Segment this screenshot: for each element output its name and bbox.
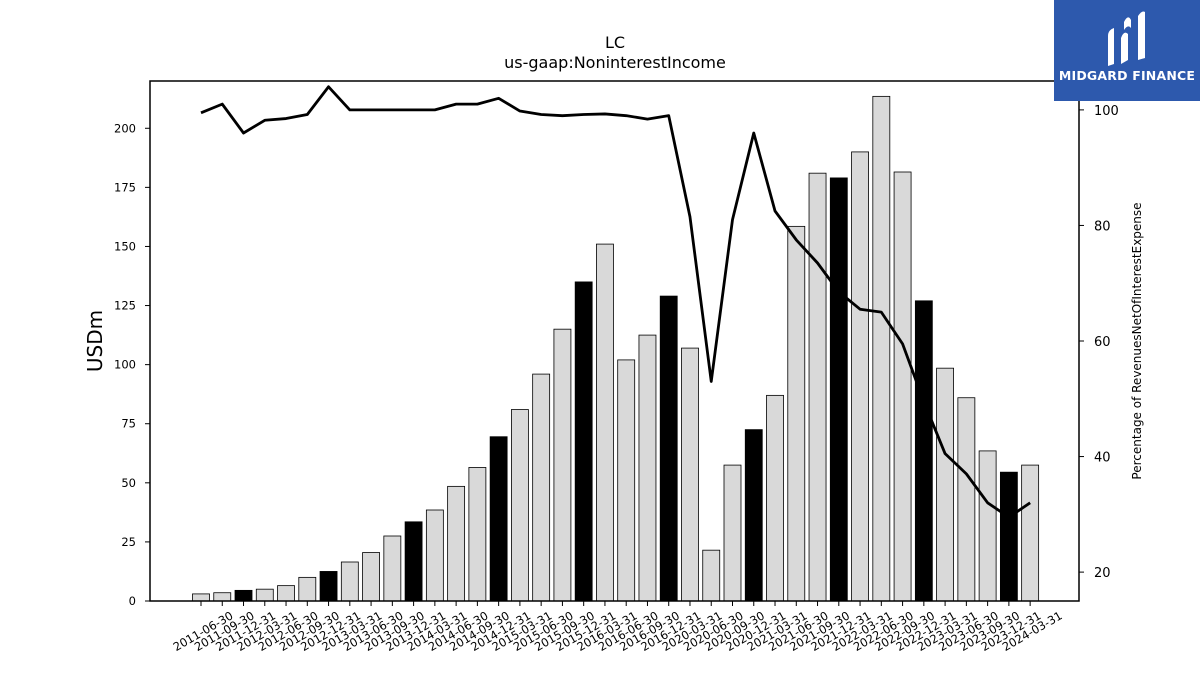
bar — [404, 521, 423, 602]
midgard-finance-logo: MIDGARD FINANCE — [1054, 0, 1200, 101]
bar — [213, 592, 232, 602]
y-tick-label: 150 — [114, 239, 136, 253]
bar — [234, 589, 253, 602]
bar — [383, 535, 402, 602]
y-tick-label: 100 — [114, 358, 136, 372]
bar — [447, 485, 466, 602]
bar — [681, 347, 699, 602]
ratio-line — [200, 85, 1031, 519]
bar — [914, 300, 933, 602]
y-tick-label: 50 — [121, 476, 136, 490]
y2-tick-label: 100 — [1094, 104, 1119, 119]
bar — [362, 552, 380, 602]
y2-tick-label: 60 — [1094, 335, 1111, 350]
bar — [766, 394, 784, 602]
y2-axis-label: Percentage of RevenuesNetOfInterestExpen… — [1130, 202, 1144, 479]
bar — [468, 467, 487, 602]
bar — [723, 464, 742, 602]
y-axis-label: USDm — [83, 310, 107, 372]
bar — [553, 328, 572, 602]
y-tick-label: 175 — [114, 180, 136, 194]
y-tick-label: 125 — [114, 299, 136, 313]
bar — [617, 359, 636, 602]
bar — [957, 397, 976, 602]
chart-subtitle: us-gaap:NoninterestIncome — [504, 53, 726, 72]
bar — [532, 373, 551, 602]
bar — [659, 295, 678, 602]
y-tick-label: 25 — [121, 535, 136, 549]
bar — [936, 367, 954, 602]
x-axis-ticks: 2011-06-302011-09-302011-12-312012-03-31… — [171, 601, 1065, 654]
y2-tick-label: 40 — [1094, 451, 1111, 466]
bar — [999, 471, 1018, 602]
bar — [851, 151, 869, 602]
bar-series — [192, 95, 1040, 602]
y-tick-label: 0 — [129, 594, 136, 608]
bar — [978, 450, 997, 602]
y2-axis-ticks: 20 40 60 80 100 — [1079, 104, 1119, 581]
y-tick-label: 200 — [114, 121, 136, 135]
bar — [425, 509, 444, 602]
logo-mark-icon — [1108, 11, 1145, 66]
bar — [574, 281, 593, 602]
bar — [1021, 464, 1040, 602]
bar — [872, 95, 891, 602]
bar — [829, 177, 848, 602]
plot-frame — [149, 80, 1080, 602]
bar — [702, 549, 721, 602]
logo-text: MIDGARD FINANCE — [1058, 68, 1196, 83]
y-axis-ticks: 0 25 50 75 100 125 150 175 200 — [114, 121, 150, 608]
bar — [298, 576, 317, 602]
bar — [319, 571, 338, 602]
bar — [744, 429, 763, 602]
bar — [277, 585, 295, 602]
chart-title: LC — [605, 33, 625, 52]
bar — [808, 172, 827, 602]
bar — [596, 243, 614, 602]
y2-tick-label: 20 — [1094, 566, 1111, 581]
bar — [510, 409, 529, 602]
y2-tick-label: 80 — [1094, 219, 1111, 234]
bar — [192, 593, 210, 602]
bar — [893, 171, 912, 602]
bar — [638, 334, 657, 602]
bar — [340, 561, 359, 602]
y-tick-label: 75 — [121, 417, 136, 431]
bar — [489, 436, 508, 602]
bar — [255, 588, 274, 602]
bar — [787, 225, 806, 602]
